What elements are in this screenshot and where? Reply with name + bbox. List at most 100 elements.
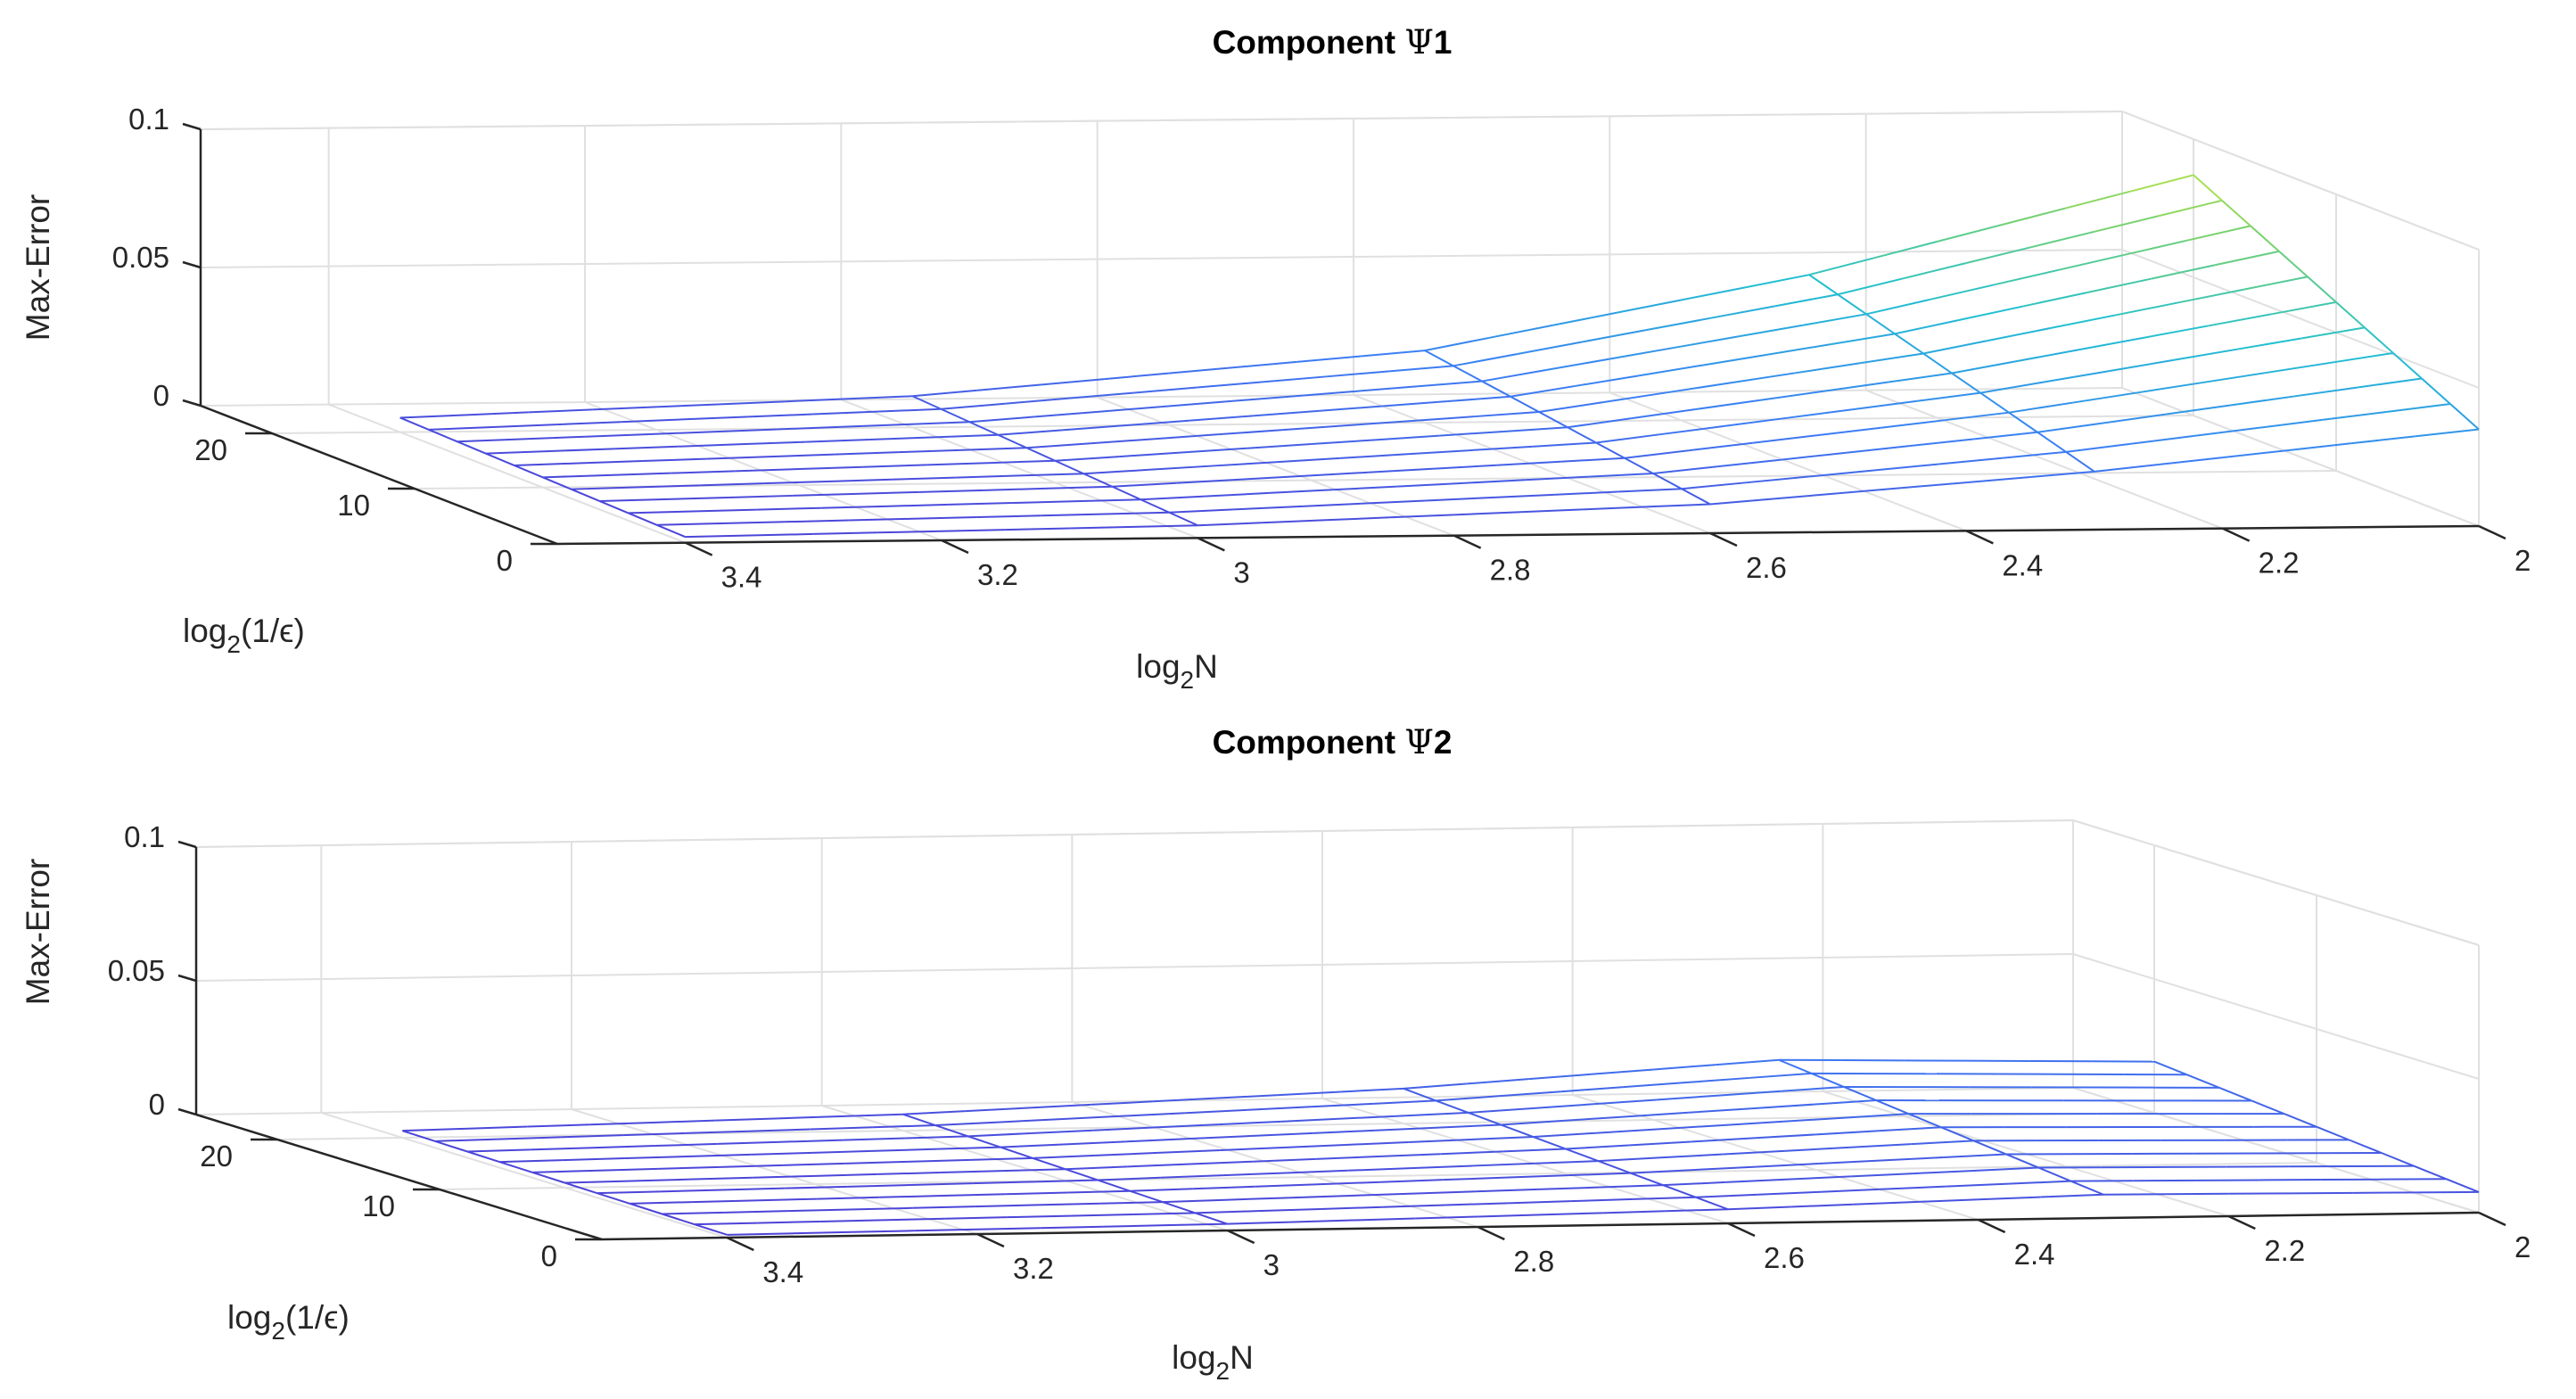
- mesh-line: [1090, 1100, 1154, 1106]
- mesh-line: [1774, 492, 1839, 500]
- mesh-line: [2058, 254, 2123, 271]
- mesh-line: [1727, 1206, 1791, 1211]
- mesh-line: [1127, 1163, 1191, 1168]
- x-tick-label: 2.8: [1490, 554, 1531, 587]
- mesh-line: [2415, 428, 2480, 438]
- mesh-line: [1247, 1106, 1312, 1111]
- mesh-line: [1852, 399, 1917, 411]
- mesh-line: [1965, 246, 2030, 265]
- mesh-line: [907, 1158, 971, 1163]
- mesh-line: [1766, 343, 1831, 356]
- mesh-line: [912, 516, 977, 520]
- mesh-line: [1565, 1144, 1629, 1150]
- mesh-line: [1432, 464, 1497, 470]
- mesh-line: [1538, 401, 1603, 414]
- x-tick-mark: [1709, 531, 1738, 547]
- mesh-line: [599, 498, 664, 503]
- mesh-line: [2243, 276, 2309, 291]
- mesh-line: [428, 425, 493, 431]
- x-tick-mark: [726, 1236, 754, 1252]
- subplot-1: 3.4 3.2 3 2.8 2.6 2.4 2.2 20102000.050.1Compone…: [20, 23, 2531, 694]
- x-tick-mark: [1978, 1218, 2006, 1234]
- mesh-line: [940, 1170, 1003, 1174]
- mesh-line: [499, 1161, 533, 1173]
- mesh-line: [2094, 215, 2159, 233]
- mesh-line: [1389, 514, 1454, 519]
- mesh-line: [812, 1149, 876, 1154]
- mesh-line: [402, 1127, 465, 1132]
- mesh-line: [1545, 358, 1610, 372]
- mesh-line: [1674, 335, 1739, 349]
- mesh-line: [735, 468, 800, 473]
- mesh-line: [1723, 1149, 1786, 1156]
- mesh-line: [935, 1121, 999, 1127]
- x-tick-mark: [976, 1232, 1005, 1248]
- mesh-line: [622, 1132, 686, 1137]
- mesh-line: [1002, 1168, 1066, 1173]
- mesh-line: [1966, 475, 2031, 484]
- mesh-line: [1332, 485, 1397, 491]
- mesh-line: [699, 482, 764, 487]
- x-tick-label: 2.2: [2264, 1234, 2305, 1267]
- mesh-line: [1598, 1160, 1632, 1174]
- mesh-line: [1112, 481, 1177, 488]
- x-tick-mark: [2478, 524, 2506, 540]
- mesh-line: [779, 1139, 844, 1143]
- mesh-line: [531, 1169, 596, 1173]
- mesh-line: [2101, 413, 2166, 424]
- mesh-line: [2446, 1178, 2480, 1193]
- mesh-line: [1343, 1115, 1406, 1120]
- mesh-line: [1724, 416, 1789, 427]
- mesh-line: [997, 433, 1027, 449]
- mesh-line: [1000, 1143, 1064, 1148]
- mesh-line: [1505, 1174, 1568, 1179]
- mesh-line: [912, 389, 977, 398]
- mesh-line: [2381, 1152, 2415, 1167]
- mesh-line: [1788, 408, 1853, 419]
- mesh-line: [969, 416, 1034, 424]
- mesh-line: [1628, 1140, 1691, 1147]
- mesh-line: [642, 457, 707, 463]
- mesh-line: [1582, 506, 1647, 511]
- x-tick-label: 3.2: [1013, 1252, 1054, 1285]
- mesh-line: [720, 1164, 783, 1168]
- chart-title: Component Ψ1: [1213, 23, 1453, 62]
- z-tick-mark: [177, 974, 197, 983]
- mesh-line: [1873, 463, 1938, 472]
- mesh-line: [2286, 442, 2351, 452]
- mesh-line: [1140, 495, 1206, 501]
- mesh-line: [1157, 1148, 1221, 1154]
- mesh-line: [782, 1162, 845, 1166]
- mesh-line: [1945, 411, 2010, 422]
- mesh-line: [694, 1223, 728, 1236]
- mesh-line: [1501, 1119, 1564, 1126]
- mesh-line: [2144, 325, 2209, 339]
- mesh-line: [1978, 1196, 2041, 1201]
- mesh-line: [521, 435, 586, 440]
- mesh-line: [685, 1130, 748, 1134]
- mesh-line: [1424, 350, 1454, 367]
- y-axis-label: log2(1/ϵ): [183, 613, 305, 658]
- mesh-line: [1540, 1212, 1603, 1216]
- mesh-line: [1663, 1181, 1726, 1187]
- mesh-line: [757, 1220, 820, 1224]
- mesh-line: [1574, 374, 1639, 388]
- mesh-line: [652, 1119, 716, 1123]
- grid-line: [328, 403, 687, 544]
- mesh-line: [1808, 257, 1874, 276]
- mesh-line: [1681, 286, 1746, 301]
- mesh-line: [756, 506, 821, 511]
- grid-line: [2072, 953, 2480, 1080]
- mesh-line: [1012, 500, 1077, 505]
- mesh-line: [1535, 1160, 1599, 1164]
- mesh-line: [965, 1107, 1029, 1113]
- mesh-line: [1658, 1124, 1722, 1131]
- mesh-line: [1424, 336, 1490, 352]
- mesh-line: [497, 1136, 561, 1140]
- mesh-line: [2222, 449, 2287, 459]
- mesh-line: [2128, 174, 2194, 193]
- mesh-line: [542, 473, 607, 479]
- mesh-line: [1119, 451, 1184, 458]
- mesh-line: [877, 530, 942, 534]
- mesh-line: [1533, 1132, 1596, 1139]
